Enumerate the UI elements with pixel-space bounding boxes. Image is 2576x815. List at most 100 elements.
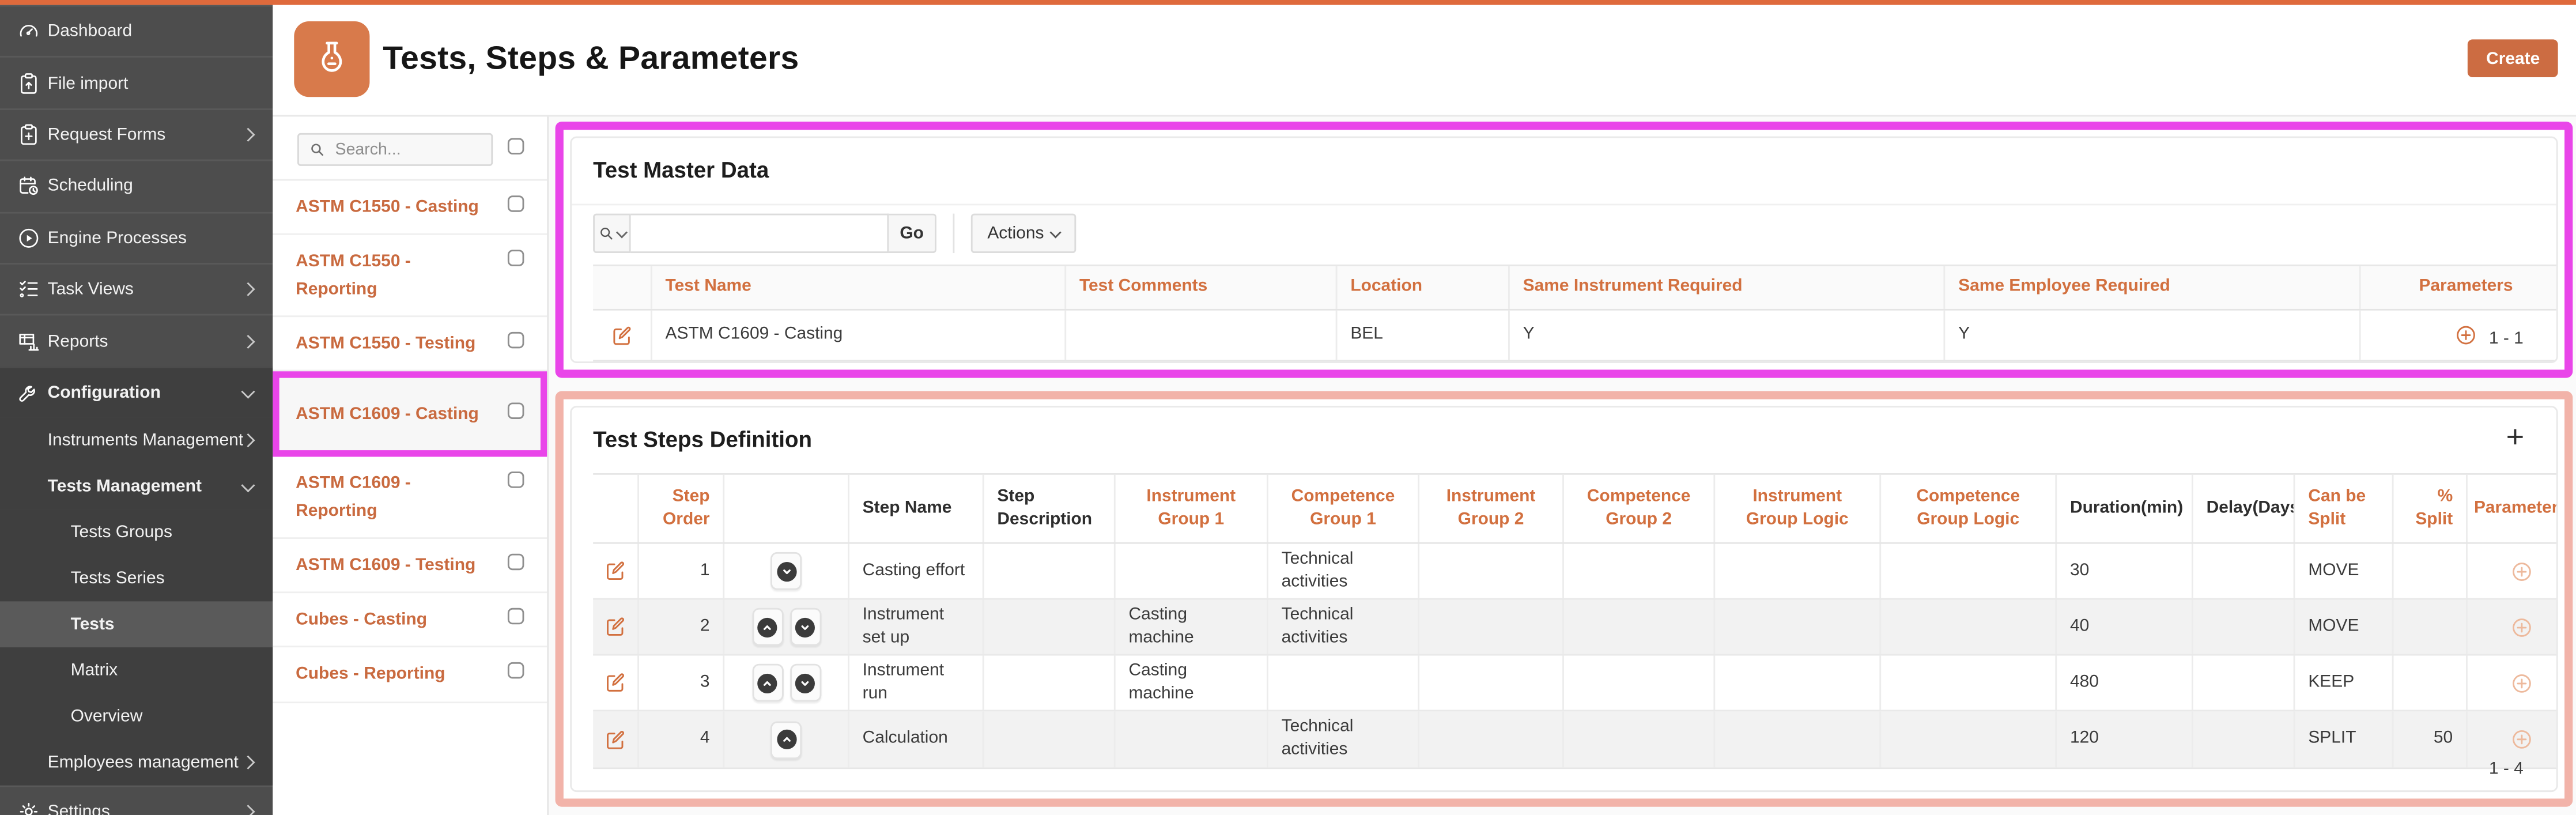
test-list-item-astm-c1550-reporting[interactable]: ASTM C1550 - Reporting bbox=[273, 235, 547, 317]
test-list-item-cubes-casting[interactable]: Cubes - Casting bbox=[273, 593, 547, 648]
move-up-button[interactable] bbox=[770, 720, 802, 759]
move-up-button[interactable] bbox=[751, 608, 783, 646]
sidebar-item-label: Request Forms bbox=[47, 124, 166, 145]
test-list-item-astm-c1550-testing[interactable]: ASTM C1550 - Testing bbox=[273, 317, 547, 372]
add-parameter-icon[interactable] bbox=[2510, 616, 2533, 639]
sidebar-item-reports[interactable]: Reports bbox=[0, 314, 273, 365]
test-steps-panel: Test Steps Definition + Step Order Step N… bbox=[555, 391, 2573, 807]
test-list-item-astm-c1550-casting[interactable]: ASTM C1550 - Casting bbox=[273, 181, 547, 236]
test-list-item-label: ASTM C1550 - Testing bbox=[296, 333, 476, 353]
sidebar-item-overview[interactable]: Overview bbox=[0, 693, 273, 740]
sidebar-item-label: Tests Series bbox=[70, 568, 165, 588]
gauge-icon bbox=[17, 19, 41, 44]
sidebar-item-tests-groups[interactable]: Tests Groups bbox=[0, 510, 273, 556]
test-list-item-astm-c1609-testing[interactable]: ASTM C1609 - Testing bbox=[273, 539, 547, 594]
column-header-instrument-group-2[interactable]: Instrument Group 2 bbox=[1419, 474, 1564, 542]
edit-pencil-icon[interactable] bbox=[611, 325, 632, 346]
sidebar-item-request-forms[interactable]: Request Forms bbox=[0, 108, 273, 160]
step-row: 1 Casting effort Technical activities 30 MOV… bbox=[593, 544, 2556, 600]
sidebar-item-task-views[interactable]: Task Views bbox=[0, 262, 273, 314]
column-header-competence-group-2[interactable]: Competence Group 2 bbox=[1564, 474, 1716, 542]
master-toolbar: Go Actions bbox=[593, 213, 1077, 254]
sidebar-item-instruments-management[interactable]: Instruments Management bbox=[0, 417, 273, 464]
test-item-checkbox[interactable] bbox=[507, 402, 524, 420]
edit-pencil-icon[interactable] bbox=[605, 729, 626, 750]
column-header-same-instrument-required[interactable]: Same Instrument Required bbox=[1510, 266, 1946, 309]
test-item-checkbox[interactable] bbox=[507, 250, 524, 267]
move-down-button[interactable] bbox=[789, 663, 821, 702]
column-header-instrument-group-1[interactable]: Instrument Group 1 bbox=[1116, 474, 1268, 542]
add-parameter-icon[interactable] bbox=[2510, 671, 2533, 695]
search-scope-button[interactable] bbox=[593, 213, 631, 254]
sidebar-item-label: File import bbox=[47, 73, 129, 93]
cell-delay bbox=[2193, 599, 2295, 654]
select-all-checkbox[interactable] bbox=[507, 138, 524, 154]
column-header-location[interactable]: Location bbox=[1338, 266, 1510, 309]
column-header-competence-group-logic[interactable]: Competence Group Logic bbox=[1881, 474, 2057, 542]
test-item-checkbox[interactable] bbox=[507, 553, 524, 570]
edit-row-cell bbox=[593, 599, 639, 654]
sidebar-item-employees-management[interactable]: Employees management bbox=[0, 739, 273, 786]
move-down-button[interactable] bbox=[770, 552, 802, 590]
test-master-data-panel: Test Master Data Go bbox=[555, 121, 2573, 378]
sidebar-item-label: Tests Groups bbox=[70, 522, 172, 543]
column-header-same-employee-required[interactable]: Same Employee Required bbox=[1945, 266, 2361, 309]
test-item-checkbox[interactable] bbox=[507, 662, 524, 680]
cell-delay bbox=[2193, 655, 2295, 710]
sidebar-item-tests[interactable]: Tests bbox=[0, 601, 273, 648]
search-input[interactable] bbox=[331, 138, 478, 160]
sidebar-item-scheduling[interactable]: Scheduling bbox=[0, 160, 273, 211]
column-header-test-name[interactable]: Test Name bbox=[652, 266, 1067, 309]
column-header-test-comments[interactable]: Test Comments bbox=[1066, 266, 1338, 309]
test-list-item-cubes-reporting[interactable]: Cubes - Reporting bbox=[273, 648, 547, 703]
test-item-checkbox[interactable] bbox=[507, 331, 524, 348]
sidebar-item-matrix[interactable]: Matrix bbox=[0, 647, 273, 694]
test-item-checkbox[interactable] bbox=[507, 195, 524, 212]
column-header-competence-group-1[interactable]: Competence Group 1 bbox=[1268, 474, 1420, 542]
edit-row-cell bbox=[593, 711, 639, 768]
sidebar-item-engine-processes[interactable]: Engine Processes bbox=[0, 211, 273, 263]
create-button[interactable]: Create bbox=[2468, 39, 2558, 77]
column-header-instrument-group-logic[interactable]: Instrument Group Logic bbox=[1715, 474, 1882, 542]
sidebar-item-settings[interactable]: Settings bbox=[0, 786, 273, 815]
sidebar-nav: Dashboard File import Request Forms Schedul… bbox=[0, 5, 273, 815]
move-up-button[interactable] bbox=[751, 663, 783, 702]
test-list-item-astm-c1609-reporting[interactable]: ASTM C1609 - Reporting bbox=[273, 457, 547, 539]
cell-instrument-group-2 bbox=[1419, 711, 1564, 768]
search-input-wrap bbox=[297, 133, 493, 166]
test-item-checkbox[interactable] bbox=[507, 472, 524, 489]
column-header-step-order[interactable]: Step Order bbox=[639, 474, 725, 542]
test-item-checkbox[interactable] bbox=[507, 608, 524, 625]
edit-pencil-icon[interactable] bbox=[605, 672, 626, 693]
sidebar-item-label: Employees management bbox=[47, 753, 239, 773]
sidebar-item-file-import[interactable]: File import bbox=[0, 56, 273, 108]
move-down-button[interactable] bbox=[789, 608, 821, 646]
column-header-can-be-split[interactable]: Can be Split bbox=[2295, 474, 2394, 542]
edit-pencil-icon[interactable] bbox=[605, 616, 626, 637]
sidebar-item-label: Overview bbox=[70, 707, 143, 727]
go-button[interactable]: Go bbox=[889, 213, 936, 254]
actions-button[interactable]: Actions bbox=[970, 213, 1077, 254]
edit-pencil-icon[interactable] bbox=[605, 560, 626, 582]
column-header-split[interactable]: % Split bbox=[2394, 474, 2468, 542]
search-icon bbox=[311, 144, 324, 156]
sidebar-item-tests-series[interactable]: Tests Series bbox=[0, 555, 273, 602]
test-list-item-astm-c1609-casting[interactable]: ASTM C1609 - Casting bbox=[273, 371, 547, 458]
add-step-button[interactable]: + bbox=[2497, 421, 2533, 457]
column-header-parameters[interactable]: Parameters bbox=[2419, 276, 2513, 296]
add-parameter-icon[interactable] bbox=[2510, 560, 2533, 583]
cell-competence-group-logic bbox=[1881, 599, 2057, 654]
cell-description bbox=[984, 544, 1116, 598]
add-parameter-icon[interactable] bbox=[2510, 728, 2533, 751]
sidebar-item-tests-management[interactable]: Tests Management bbox=[0, 463, 273, 510]
master-pagination: 1 - 1 bbox=[2488, 329, 2524, 349]
add-parameter-icon[interactable] bbox=[2454, 324, 2477, 347]
sidebar-item-dashboard[interactable]: Dashboard bbox=[0, 5, 273, 56]
cell-can-be-split: KEEP bbox=[2295, 655, 2394, 710]
sidebar-item-label: Scheduling bbox=[47, 176, 133, 197]
master-search-input[interactable] bbox=[630, 215, 887, 252]
column-header-parameters[interactable]: Parameters bbox=[2473, 497, 2558, 518]
cell-parameters bbox=[2468, 600, 2556, 654]
sidebar-item-configuration[interactable]: Configuration bbox=[0, 365, 273, 418]
steps-pagination: 1 - 4 bbox=[2488, 759, 2524, 779]
